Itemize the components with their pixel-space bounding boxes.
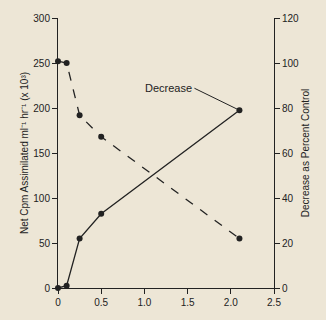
svg-text:80: 80 [282, 103, 294, 114]
svg-text:1.5: 1.5 [181, 297, 195, 308]
svg-text:150: 150 [33, 148, 50, 159]
svg-text:200: 200 [33, 103, 50, 114]
svg-text:100: 100 [282, 58, 299, 69]
svg-text:2.5: 2.5 [267, 297, 281, 308]
svg-text:1.0: 1.0 [137, 297, 151, 308]
svg-text:0: 0 [44, 283, 50, 294]
svg-text:0: 0 [282, 283, 288, 294]
svg-text:0: 0 [55, 297, 61, 308]
svg-text:Decrease: Decrease [145, 82, 192, 94]
svg-text:0.5: 0.5 [94, 297, 108, 308]
svg-text:50: 50 [39, 238, 51, 249]
svg-text:60: 60 [282, 148, 294, 159]
svg-text:40: 40 [282, 193, 294, 204]
svg-text:100: 100 [33, 193, 50, 204]
svg-text:300: 300 [33, 13, 50, 24]
svg-text:120: 120 [282, 13, 299, 24]
svg-text:2.0: 2.0 [224, 297, 238, 308]
svg-text:20: 20 [282, 238, 294, 249]
svg-text:Net Cpm Assimilated ml⁻¹ hr⁻¹: Net Cpm Assimilated ml⁻¹ hr⁻¹ (x 10³) [19, 72, 30, 234]
svg-text:Decrease as Percent Control: Decrease as Percent Control [300, 89, 311, 217]
svg-text:250: 250 [33, 58, 50, 69]
